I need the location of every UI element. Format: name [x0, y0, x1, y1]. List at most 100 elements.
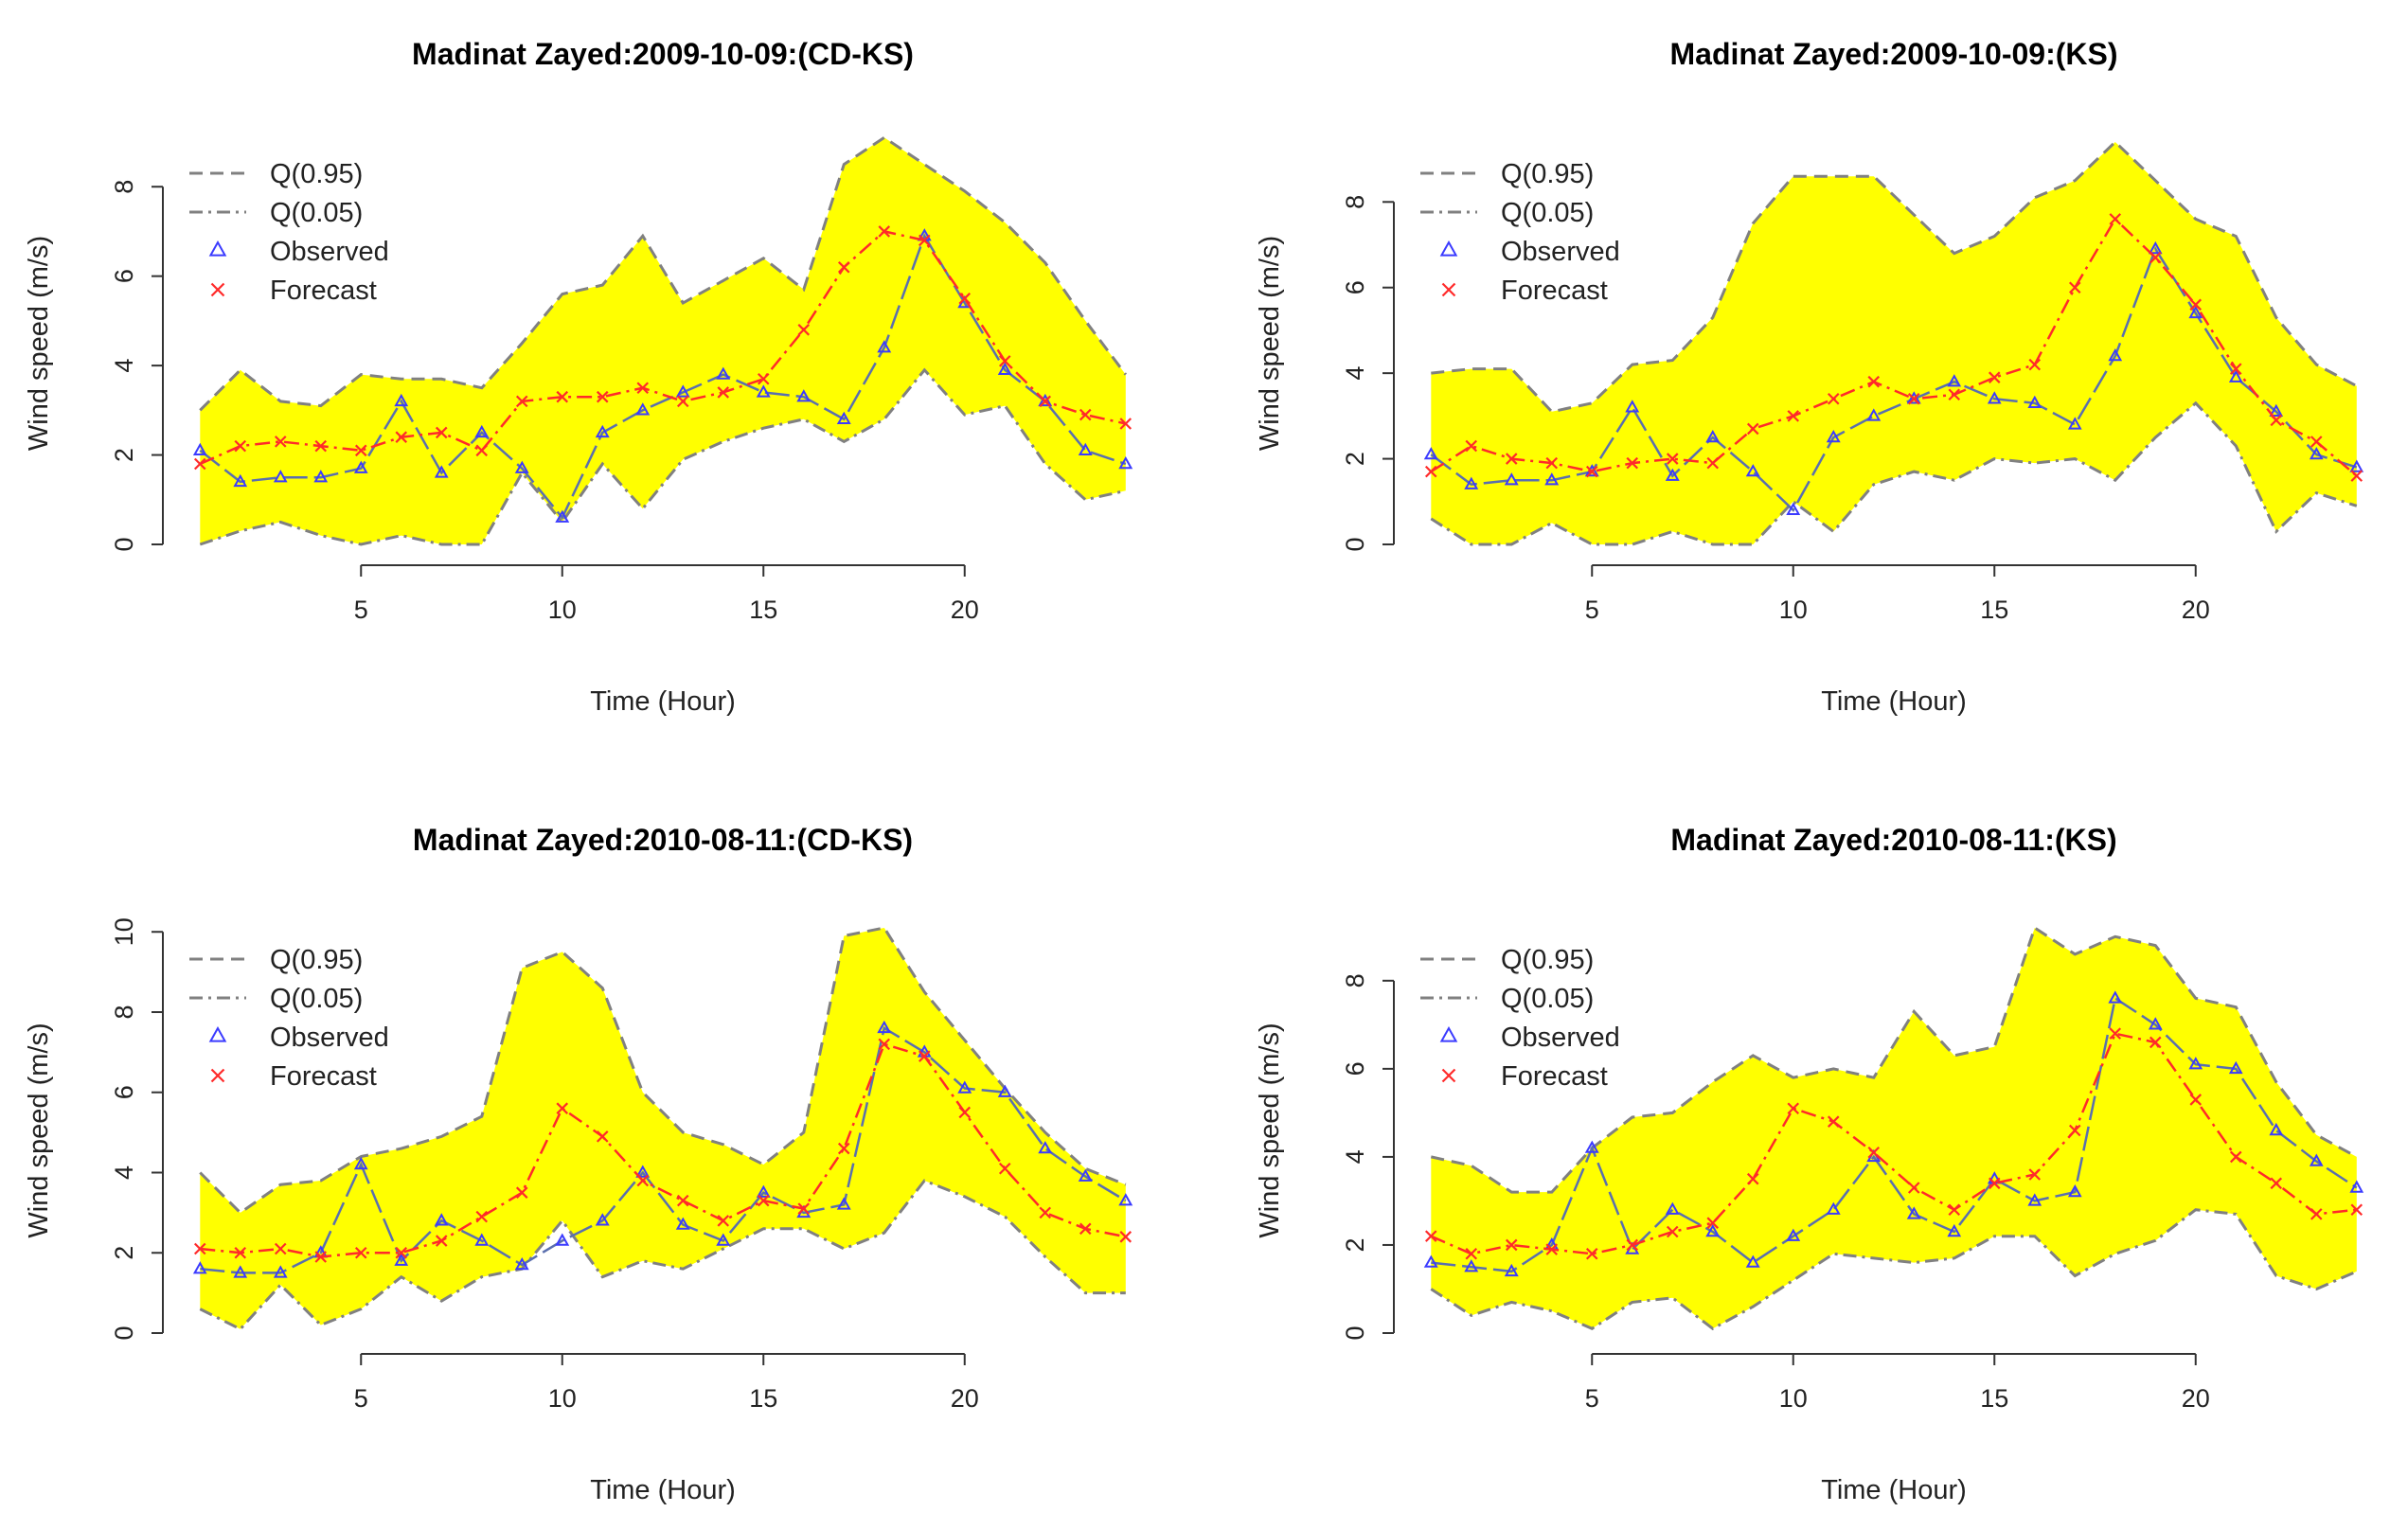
observed-point	[1947, 1223, 1962, 1237]
observed-point	[957, 1080, 972, 1094]
y-tick-label: 0	[1341, 1325, 1369, 1340]
forecast-point	[596, 390, 609, 403]
panel-4: Madinat Zayed:2010-08-11:(KS) Time (Hour…	[1255, 823, 2364, 1505]
forecast-point	[1505, 453, 1518, 465]
forecast-point	[2068, 1124, 2081, 1137]
forecast-point	[515, 395, 528, 408]
y-tick-label: 6	[110, 1085, 138, 1099]
forecast-point	[596, 1130, 609, 1143]
series-line-forecast	[199, 230, 1127, 466]
observed-point	[1705, 1223, 1721, 1237]
y-tick-label: 4	[1341, 366, 1369, 381]
observed-point	[192, 442, 207, 455]
x-tick-label: 15	[1980, 596, 2008, 624]
observed-point	[514, 460, 529, 473]
forecast-point	[2229, 363, 2242, 375]
legend-key-observed	[1439, 240, 1458, 257]
forecast-point	[636, 1174, 650, 1187]
observed-point	[675, 384, 690, 398]
x-axis-label: Time (Hour)	[590, 686, 736, 717]
legend-label-q95: Q(0.95)	[270, 945, 363, 975]
forecast-point	[878, 1038, 891, 1051]
chart-title: Madinat Zayed:2009-10-09:(KS)	[1669, 37, 2117, 71]
series-line-q95	[199, 926, 1127, 1215]
observed-point	[877, 1020, 892, 1034]
forecast-point	[2310, 436, 2323, 448]
observed-point	[595, 1213, 610, 1226]
series-line-q05	[1430, 400, 2358, 546]
forecast-point	[2189, 1094, 2203, 1106]
forecast-point	[193, 457, 206, 471]
forecast-point	[1039, 1206, 1052, 1219]
forecast-point	[1079, 408, 1092, 421]
observed-point	[1504, 1263, 1519, 1277]
legend-label-forecast: Forecast	[1501, 1061, 1608, 1092]
forecast-point	[556, 1102, 569, 1114]
forecast-point	[1119, 1231, 1133, 1243]
observed-point	[1906, 1206, 1921, 1219]
forecast-point	[435, 426, 448, 439]
y-tick-label: 4	[110, 1165, 138, 1180]
series-line-forecast	[200, 1042, 1127, 1258]
observed-point	[796, 389, 812, 402]
forecast-point	[958, 292, 972, 305]
observed-point	[1786, 502, 1801, 515]
forecast-point	[1545, 1243, 1559, 1255]
observed-point	[877, 340, 892, 353]
observed-point	[1464, 476, 1479, 489]
observed-point	[2108, 990, 2123, 1004]
chart-title: Madinat Zayed:2009-10-09:(CD-KS)	[412, 37, 914, 71]
plot-area	[1423, 139, 2364, 546]
series-line-q05	[1430, 1208, 2358, 1331]
observed-point	[1504, 472, 1519, 486]
axes: 0 2 4 6 8 5 10 15 20	[110, 180, 979, 624]
x-tick-label: 5	[1585, 1384, 1599, 1413]
observed-point	[756, 1184, 771, 1198]
quantile-band	[200, 928, 1126, 1329]
forecast-point	[314, 1251, 328, 1263]
observed-point	[2108, 348, 2123, 362]
observed-point	[1745, 464, 1760, 477]
quantile-band	[1431, 928, 2357, 1329]
forecast-point	[998, 1162, 1011, 1175]
x-axis-label: Time (Hour)	[1821, 1475, 1967, 1505]
forecast-point	[2109, 1027, 2122, 1040]
forecast-point	[2270, 1177, 2283, 1190]
observed-point	[1423, 447, 1438, 460]
y-tick-label: 2	[110, 448, 138, 462]
observed-point	[273, 470, 288, 483]
observed-point	[1665, 468, 1680, 481]
y-tick-label: 2	[1341, 1237, 1369, 1252]
observed-point	[2269, 1122, 2284, 1136]
forecast-point	[1907, 392, 1920, 405]
legend-label-observed: Observed	[270, 1023, 389, 1053]
legend: Q(0.95) Q(0.05) Observed Forecast	[189, 945, 389, 1092]
x-tick-label: 20	[951, 596, 979, 624]
forecast-point	[1465, 439, 1478, 453]
series-line-observed	[199, 233, 1127, 521]
legend-label-q95: Q(0.95)	[270, 159, 363, 189]
series-line-forecast	[1430, 217, 2358, 477]
observed-point	[1866, 408, 1882, 421]
legend-key-forecast	[1441, 282, 1456, 297]
x-tick-label: 10	[548, 1384, 577, 1413]
forecast-point	[1079, 1222, 1092, 1236]
legend-label-q05: Q(0.05)	[1501, 984, 1594, 1014]
observed-point	[1826, 429, 1841, 443]
forecast-point	[274, 1242, 287, 1255]
forecast-point	[878, 225, 891, 238]
legend-label-q05: Q(0.05)	[270, 984, 363, 1014]
observed-point	[2067, 1184, 2082, 1198]
observed-point	[2148, 240, 2163, 255]
panel-3: Madinat Zayed:2010-08-11:(CD-KS) Time (H…	[24, 823, 1133, 1505]
legend: Q(0.95) Q(0.05) Observed Forecast	[1420, 159, 1620, 306]
observed-point	[716, 366, 731, 380]
forecast-point	[837, 1142, 850, 1155]
observed-point	[555, 1233, 570, 1246]
forecast-point	[717, 1215, 730, 1227]
legend-key-forecast	[210, 282, 225, 297]
forecast-point	[556, 390, 569, 403]
legend-label-forecast: Forecast	[1501, 276, 1608, 306]
observed-point	[2188, 305, 2203, 319]
